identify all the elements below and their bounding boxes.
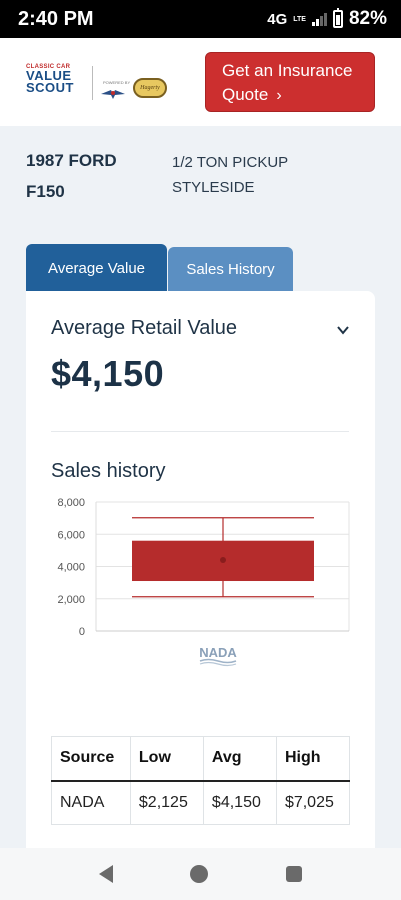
logo-line3: SCOUT [26, 80, 74, 95]
y-tick-label: 2,000 [57, 594, 85, 606]
box-mean-point [220, 557, 226, 564]
status-icons: 4G LTE 82% [267, 8, 387, 30]
network-sub: LTE [293, 15, 306, 23]
battery-percent: 82% [348, 8, 387, 29]
quote-button-line2: Quote [222, 85, 269, 104]
quote-button-line1: Get an Insurance [222, 61, 353, 80]
signal-icon [311, 12, 327, 26]
system-nav-bar [0, 848, 401, 900]
col-source: Source [51, 736, 131, 782]
vehicle-name: 1987 FORD F150 [26, 145, 156, 207]
insurance-quote-button[interactable]: Get an Insurance Quote › [205, 52, 375, 112]
cell-avg: $4,150 [202, 780, 277, 825]
partner-text: POWERED BY [103, 80, 131, 85]
y-tick-label: 0 [79, 626, 85, 638]
col-low: Low [129, 736, 204, 782]
home-icon[interactable] [190, 865, 209, 883]
tab-sales-history[interactable]: Sales History [168, 247, 293, 292]
col-high: High [275, 736, 351, 782]
cell-high: $7,025 [275, 780, 351, 825]
sales-history-chart: 8,000 6,000 4,000 2,000 0 [57, 497, 350, 638]
cell-source: NADA [51, 780, 131, 825]
average-retail-value: $4,150 [51, 353, 165, 394]
status-time: 2:40 PM [18, 7, 94, 30]
logo-line1: CLASSIC CAR [26, 64, 71, 70]
sales-table: Source Low Avg High NADA $2,125 $4,150 $… [51, 736, 351, 825]
y-tick-label: 4,000 [57, 562, 85, 574]
logo-line2: VALUE [26, 68, 72, 83]
vehicle-trim-line1: 1/2 TON PICKUP [172, 154, 289, 171]
nada-logo: NADA [199, 645, 237, 667]
logo-divider [92, 66, 93, 100]
chevron-right-icon: › [276, 87, 282, 104]
tab-average-value[interactable]: Average Value [26, 244, 167, 292]
value-scout-logo[interactable]: CLASSIC CAR VALUE SCOUT [26, 64, 88, 104]
partner-badge-logo: Hagerty [133, 78, 167, 98]
vehicle-name-line1: 1987 FORD [26, 151, 117, 170]
col-avg: Avg [202, 736, 277, 782]
chevron-down-icon[interactable] [336, 323, 350, 337]
average-retail-label: Average Retail Value [51, 317, 238, 339]
table-row: NADA $2,125 $4,150 $7,025 [51, 780, 351, 825]
table-header-row: Source Low Avg High [51, 736, 351, 782]
vehicle-trim: 1/2 TON PICKUP STYLESIDE [172, 150, 372, 200]
value-card: Average Retail Value $4,150 Sales histor… [26, 291, 375, 861]
back-icon[interactable] [98, 865, 113, 883]
y-tick-label: 6,000 [57, 529, 85, 541]
sales-history-title: Sales history [51, 460, 166, 482]
network-type: 4G [267, 10, 288, 28]
partner-wing-logo [101, 90, 125, 99]
section-divider [51, 431, 349, 432]
nada-logo-text: NADA [199, 645, 237, 660]
vehicle-name-line2: F150 [26, 182, 65, 201]
status-bar: 2:40 PM 4G LTE 82% [0, 0, 401, 38]
battery-icon [332, 8, 343, 28]
vehicle-trim-line2: STYLESIDE [172, 179, 255, 196]
app-header: CLASSIC CAR VALUE SCOUT POWERED BY Hager… [0, 38, 401, 126]
recents-icon[interactable] [286, 866, 303, 882]
y-tick-label: 8,000 [57, 497, 85, 509]
cell-low: $2,125 [129, 780, 204, 825]
